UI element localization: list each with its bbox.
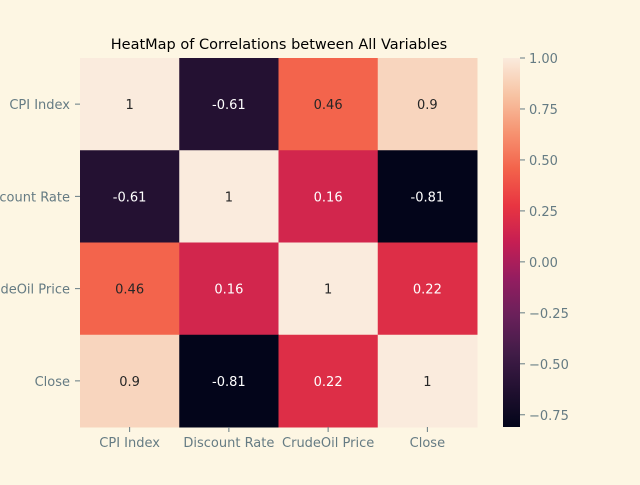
colorbar-gradient xyxy=(503,58,520,427)
heatmap-cell-r0-c3 xyxy=(377,58,478,151)
cell-annotation-r3-c0: 0.9 xyxy=(119,375,140,390)
column-tick-labels: CPI Index Discount Rate CrudeOil Price Clos… xyxy=(99,427,445,451)
colorbar-tick-label-2: 0.50 xyxy=(529,154,558,169)
row-tick-labels: CPI Index Discount Rate CrudeOil Price Clos… xyxy=(0,98,80,390)
colorbar: 1.00 0.75 0.50 0.25 0.00 −0.25 −0.50 −0.75 xyxy=(503,52,569,427)
heatmap-cell-r0-c0 xyxy=(80,58,180,151)
heatmap-cell-r0-c1 xyxy=(179,58,279,151)
heatmap-cell-r0-c2 xyxy=(278,58,379,151)
heatmap-cell-r1-c1 xyxy=(179,150,279,243)
heatmap-cell-r1-c0 xyxy=(80,150,180,243)
cell-annotation-r0-c2: 0.46 xyxy=(314,98,343,113)
row-tick-label-1: Discount Rate xyxy=(0,190,70,205)
cell-annotation-r3-c2: 0.22 xyxy=(314,375,343,390)
col-tick-label-2: CrudeOil Price xyxy=(282,436,374,451)
cell-annotation-r1-c1: 1 xyxy=(225,190,233,205)
col-tick-label-3: Close xyxy=(410,436,445,451)
colorbar-tick-label-6: −0.50 xyxy=(529,358,569,373)
colorbar-tick-label-3: 0.25 xyxy=(529,205,558,220)
heatmap-cell-r3-c2 xyxy=(278,334,379,428)
colorbar-tick-label-7: −0.75 xyxy=(529,409,569,424)
colorbar-tick-label-0: 1.00 xyxy=(529,52,558,67)
cell-annotation-r0-c3: 0.9 xyxy=(417,98,438,113)
cell-annotation-r1-c2: 0.16 xyxy=(314,190,343,205)
cell-annotation-r0-c0: 1 xyxy=(125,98,133,113)
row-tick-label-3: Close xyxy=(35,375,70,390)
col-tick-label-1: Discount Rate xyxy=(183,436,274,451)
heatmap-cell-r3-c1 xyxy=(179,334,279,428)
colorbar-tick-label-5: −0.25 xyxy=(529,307,569,322)
cell-annotation-r0-c1: -0.61 xyxy=(212,98,246,113)
cell-annotation-r1-c0: -0.61 xyxy=(113,190,147,205)
cell-annotation-r2-c2: 1 xyxy=(324,283,332,298)
heatmap-cell-r2-c2 xyxy=(278,242,379,336)
heatmap-cell-r3-c3 xyxy=(377,334,478,428)
heatmap-cells: 1 -0.61 0.46 0.9 -0.61 1 0.16 -0.81 0.46 0.16 1 0.2… xyxy=(80,58,478,428)
col-tick-label-0: CPI Index xyxy=(99,436,160,451)
chart-title: HeatMap of Correlations between All Vari… xyxy=(111,37,447,53)
colorbar-tick-label-1: 0.75 xyxy=(529,103,558,118)
cell-annotation-r3-c3: 1 xyxy=(423,375,431,390)
row-tick-label-0: CPI Index xyxy=(9,98,70,113)
heatmap-cell-r2-c1 xyxy=(179,242,279,336)
cell-annotation-r2-c1: 0.16 xyxy=(214,283,243,298)
heatmap-cell-r2-c3 xyxy=(377,242,478,336)
heatmap-cell-r3-c0 xyxy=(80,334,180,428)
row-tick-label-2: CrudeOil Price xyxy=(0,283,70,298)
heatmap-cell-r1-c3 xyxy=(377,150,478,243)
cell-annotation-r3-c1: -0.81 xyxy=(212,375,246,390)
heatmap-cell-r1-c2 xyxy=(278,150,379,243)
heatmap-cell-r2-c0 xyxy=(80,242,180,336)
cell-annotation-r2-c0: 0.46 xyxy=(115,283,144,298)
colorbar-tick-label-4: 0.00 xyxy=(529,256,558,271)
cell-annotation-r2-c3: 0.22 xyxy=(413,283,442,298)
cell-annotation-r1-c3: -0.81 xyxy=(411,190,445,205)
